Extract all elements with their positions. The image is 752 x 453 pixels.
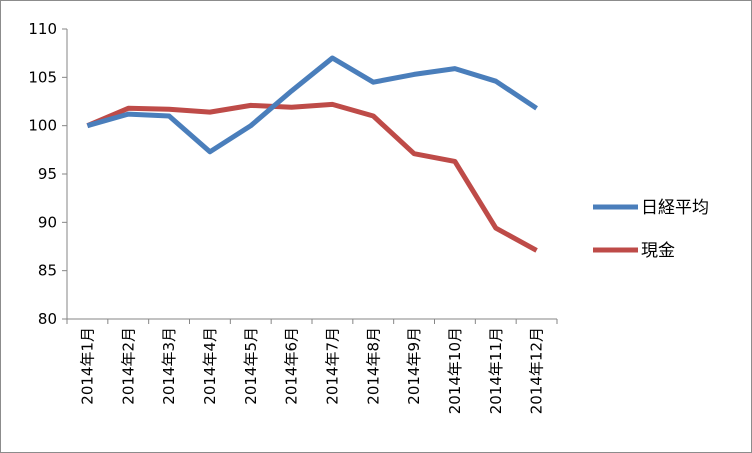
x-tick-label: 2014年7月 bbox=[323, 327, 341, 405]
series-line-0 bbox=[86, 55, 538, 155]
y-tick-label: 105 bbox=[28, 68, 57, 86]
x-tick-label: 2014年8月 bbox=[364, 327, 382, 405]
y-tick-label: 90 bbox=[38, 213, 57, 231]
y-tick-label: 85 bbox=[38, 262, 57, 280]
x-tick-label: 2014年10月 bbox=[446, 327, 464, 414]
axes bbox=[62, 28, 558, 324]
x-tick-label: 2014年12月 bbox=[528, 327, 546, 414]
x-tick-label: 2014年6月 bbox=[283, 327, 301, 405]
x-tick-label: 2014年1月 bbox=[78, 327, 96, 405]
x-tick-labels: 2014年1月 2014年2月 2014年3月 2014年4月 2014年5月 2014年… bbox=[78, 327, 545, 414]
legend-label-0: 日経平均 bbox=[641, 198, 709, 218]
x-tick-label: 2014年2月 bbox=[119, 327, 137, 405]
series-line-1 bbox=[86, 101, 538, 253]
x-tick-label: 2014年5月 bbox=[242, 327, 260, 405]
legend-label-1: 現金 bbox=[641, 241, 675, 261]
y-tick-label: 80 bbox=[38, 310, 57, 328]
x-tick-label: 2014年4月 bbox=[201, 327, 219, 405]
x-tick-label: 2014年9月 bbox=[405, 327, 423, 405]
y-tick-labels: 80 85 90 95 100 105 110 bbox=[28, 20, 57, 328]
y-tick-label: 110 bbox=[28, 20, 57, 38]
y-tick-label: 95 bbox=[38, 165, 57, 183]
series-lines bbox=[86, 55, 538, 253]
x-tick-label: 2014年3月 bbox=[160, 327, 178, 405]
y-tick-label: 100 bbox=[28, 117, 57, 135]
x-tick-label: 2014年11月 bbox=[487, 327, 505, 414]
